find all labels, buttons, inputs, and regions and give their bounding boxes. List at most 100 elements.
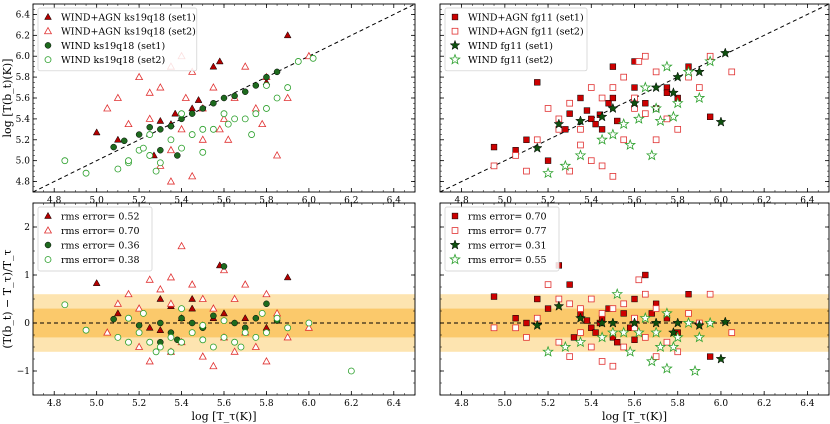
data-point xyxy=(652,136,660,144)
x-axis: 4.8 5.0 5.2 5.4 5.6 5.8 6.0 6.2 6.4 xyxy=(32,203,416,409)
data-point xyxy=(706,290,714,298)
data-point xyxy=(704,55,716,67)
plot-area xyxy=(33,241,415,375)
data-point xyxy=(178,144,185,152)
data-point xyxy=(92,128,101,136)
data-point xyxy=(110,315,117,323)
x-tick-label: 5.6 xyxy=(217,196,232,206)
data-point xyxy=(258,309,266,317)
data-point xyxy=(166,177,176,185)
data-point xyxy=(544,305,552,312)
data-point xyxy=(231,319,238,327)
data-point xyxy=(178,338,185,346)
data-point xyxy=(609,94,617,102)
data-point xyxy=(728,329,736,336)
data-point xyxy=(125,338,132,346)
data-point xyxy=(103,328,112,336)
data-point xyxy=(110,143,117,151)
legend-marker xyxy=(43,226,53,234)
data-point xyxy=(575,115,586,126)
x-tick-label: 5.6 xyxy=(627,196,642,206)
y-axis-label: (T(b_t) − T_τ)/T_τ xyxy=(1,249,14,348)
data-point xyxy=(113,299,122,307)
data-point xyxy=(654,114,667,126)
data-point xyxy=(577,94,584,102)
data-point xyxy=(231,338,239,346)
x-tick-label: 5.2 xyxy=(541,196,555,206)
y-tick-label: 1 xyxy=(24,271,30,281)
data-point xyxy=(672,317,684,328)
data-point xyxy=(635,58,643,65)
data-point xyxy=(252,333,260,341)
data-point xyxy=(188,329,196,337)
y-tick-label: 6.4 xyxy=(16,10,31,20)
x-tick-label: 5.8 xyxy=(671,399,686,409)
data-point xyxy=(146,152,154,159)
data-point xyxy=(555,338,563,346)
series-0 xyxy=(92,31,292,159)
data-point xyxy=(209,304,218,312)
data-point xyxy=(566,167,573,175)
x-tick-label: 5.8 xyxy=(259,399,274,409)
data-point xyxy=(251,104,260,112)
legend-marker xyxy=(44,241,52,249)
data-point xyxy=(490,162,498,170)
data-point xyxy=(592,329,599,336)
data-point xyxy=(574,336,587,348)
data-point xyxy=(598,126,606,133)
x-tick-label: 6.4 xyxy=(800,196,815,206)
data-point xyxy=(283,332,292,341)
legend: rms error= 0.70 rms error= 0.77 rms error=… xyxy=(444,206,560,272)
data-point xyxy=(152,348,160,356)
data-point xyxy=(224,135,233,143)
data-point xyxy=(728,68,736,76)
y-tick-label: 5.0 xyxy=(16,157,31,167)
data-point xyxy=(598,310,606,317)
data-point xyxy=(188,131,196,138)
data-point xyxy=(146,338,154,346)
data-point xyxy=(114,309,122,317)
data-point xyxy=(632,326,645,338)
x-tick-label: 5.8 xyxy=(671,196,686,206)
data-point xyxy=(566,353,573,360)
data-point xyxy=(617,117,630,130)
data-point xyxy=(577,329,584,336)
data-point xyxy=(135,72,144,81)
data-point xyxy=(512,152,519,159)
x-tick-label: 4.8 xyxy=(47,196,62,206)
data-point xyxy=(674,348,682,356)
data-point xyxy=(145,323,154,331)
legend-marker xyxy=(451,227,459,234)
data-point xyxy=(671,331,684,343)
data-point xyxy=(125,157,132,165)
data-point xyxy=(592,120,599,128)
y-axis-label: log [T(b_t)(K)] xyxy=(1,59,14,138)
data-point xyxy=(544,105,552,112)
data-point xyxy=(113,93,122,101)
data-point xyxy=(241,115,249,123)
legend-label: WIND+AGN ks19q18 (set1) xyxy=(61,13,196,24)
x-tick-label: 5.0 xyxy=(90,399,105,409)
data-point xyxy=(693,331,706,343)
data-point xyxy=(220,317,228,325)
data-point xyxy=(166,299,176,307)
panel-bottom-left: 4.8 5.0 5.2 5.4 5.6 5.8 6.0 6.2 6.4 −1 0 1 2 log [T_τ… xyxy=(1,202,416,423)
legend-marker xyxy=(451,27,459,35)
data-point xyxy=(241,62,250,70)
data-point xyxy=(609,305,617,312)
x-tick-label: 5.6 xyxy=(217,399,232,409)
data-point xyxy=(61,157,69,165)
data-point xyxy=(607,326,619,338)
data-point xyxy=(596,133,608,145)
x-tick-label: 6.4 xyxy=(800,399,815,409)
data-point xyxy=(533,136,541,144)
data-point xyxy=(188,104,197,112)
plot-area xyxy=(33,4,415,192)
data-point xyxy=(230,294,239,302)
data-point xyxy=(605,100,612,107)
data-point xyxy=(642,100,649,107)
data-point xyxy=(262,289,271,298)
series-2 xyxy=(110,68,281,159)
legend: WIND+AGN ks19q18 (set1) WIND+AGN ks19q18 … xyxy=(37,7,198,72)
